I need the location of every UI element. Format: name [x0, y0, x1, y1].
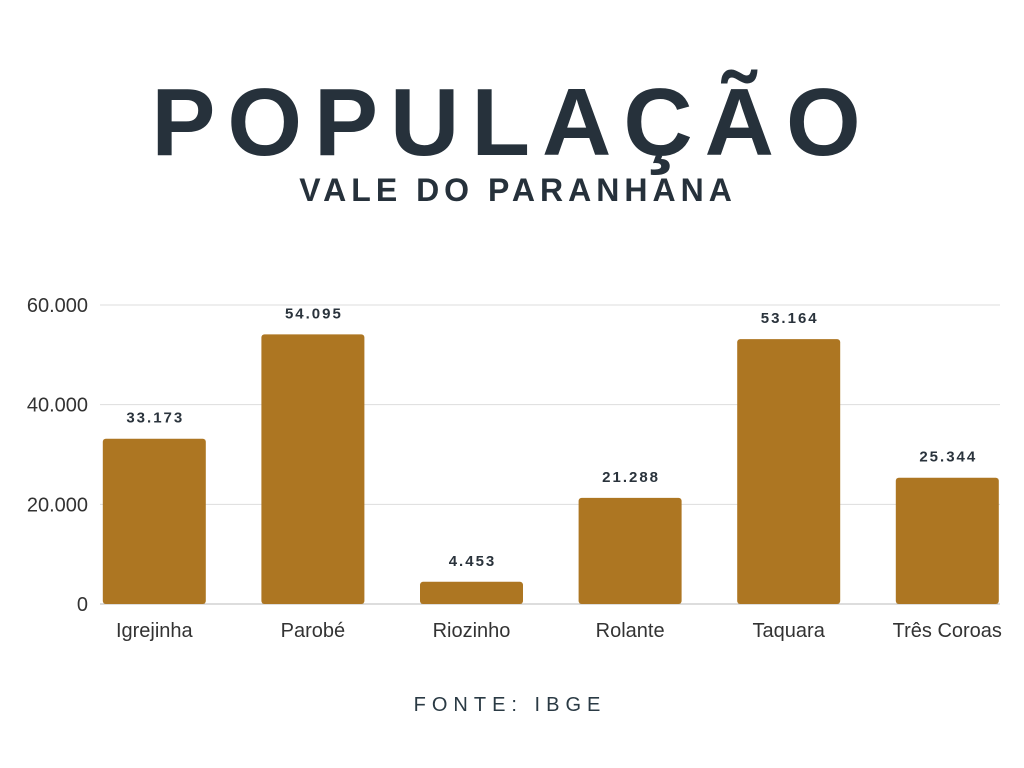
x-tick-label: Rolante	[596, 620, 665, 642]
value-label: 53.164	[761, 310, 819, 327]
source-note: FONTE: IBGE	[414, 694, 607, 716]
value-label: 54.095	[285, 305, 343, 322]
y-tick-label: 40.000	[27, 395, 88, 417]
value-label: 21.288	[602, 469, 660, 486]
y-tick-label: 60.000	[27, 295, 88, 317]
x-tick-label: Parobé	[281, 620, 346, 642]
bar	[578, 497, 682, 604]
x-tick-label: Taquara	[753, 620, 826, 642]
bar	[261, 334, 365, 604]
chart-subtitle: VALE DO PARANHANA	[299, 172, 737, 208]
value-label: 33.173	[126, 410, 184, 427]
x-tick-label: Riozinho	[433, 620, 511, 642]
bar	[895, 477, 999, 604]
bar	[737, 339, 841, 604]
value-label: 4.453	[449, 553, 497, 570]
x-tick-label: Igrejinha	[116, 620, 194, 642]
y-tick-label: 20.000	[27, 494, 88, 516]
y-tick-label: 0	[77, 594, 88, 616]
bar	[420, 581, 523, 604]
x-tick-label: Três Coroas	[893, 620, 1002, 642]
value-label: 25.344	[919, 449, 977, 466]
bar	[102, 438, 206, 604]
chart-title: POPULAÇÃO	[151, 68, 872, 176]
